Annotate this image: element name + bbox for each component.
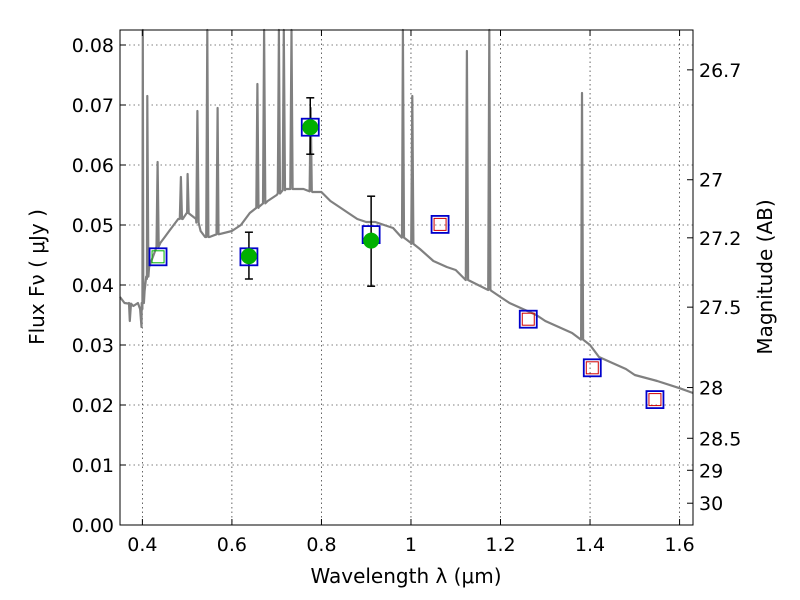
measured-point [240,248,257,265]
x-axis-title: Wavelength λ (μm) [310,564,501,588]
model-spectrum [119,28,694,395]
y-tick-label: 0.04 [72,275,114,297]
y-tick-label: 0.05 [72,215,114,237]
synthetic-marker [582,358,602,378]
measured-point [363,232,380,249]
synthetic-marker [645,390,665,410]
grid [120,30,693,525]
x-tick-label: 1.6 [664,534,694,556]
right-axis-title: Magnitude (AB) [753,199,777,354]
y-axis-title: Flux Fν ( μJy ) [25,209,49,345]
y-tick-label: 0.00 [72,515,114,537]
filter-marker [585,361,599,375]
x-tick-label: 1.2 [485,534,515,556]
synthetic-marker [300,117,320,137]
synthetic-marker [518,309,538,329]
mag-tick-label: 28 [699,378,723,400]
y-tick-label: 0.03 [72,335,114,357]
x-tick-label: 0.8 [306,534,336,556]
data-points [148,97,665,410]
x-tick-label: 0.6 [217,534,247,556]
mag-tick-label: 27.5 [699,297,741,319]
axis-ticks: 0.4 0.6 0.8 1 1.2 1.4 1.6 0.00 0.01 0.02 0.03 0.04 0… [72,30,741,556]
synthetic-marker [430,214,450,234]
filter-marker [521,312,535,326]
mag-tick-label: 26.7 [699,60,741,82]
measured-point [302,119,319,136]
x-tick-label: 1 [405,534,417,556]
y-tick-label: 0.06 [72,155,114,177]
plot-frame [119,29,694,526]
y-tick-label: 0.01 [72,455,114,477]
filter-marker [433,217,447,231]
filter-marker [648,393,662,407]
mag-tick-label: 29 [699,460,723,482]
x-tick-label: 0.4 [127,534,157,556]
synthetic-marker [148,247,168,267]
y-tick-label: 0.08 [72,35,114,57]
mag-tick-label: 28.5 [699,428,741,450]
x-tick-label: 1.4 [575,534,605,556]
mag-tick-label: 27.2 [699,228,741,250]
mag-tick-label: 30 [699,493,723,515]
y-tick-label: 0.02 [72,395,114,417]
spectrum-line [119,28,694,395]
y-tick-label: 0.07 [72,95,114,117]
mag-tick-label: 27 [699,170,723,192]
filter-marker [151,250,165,264]
